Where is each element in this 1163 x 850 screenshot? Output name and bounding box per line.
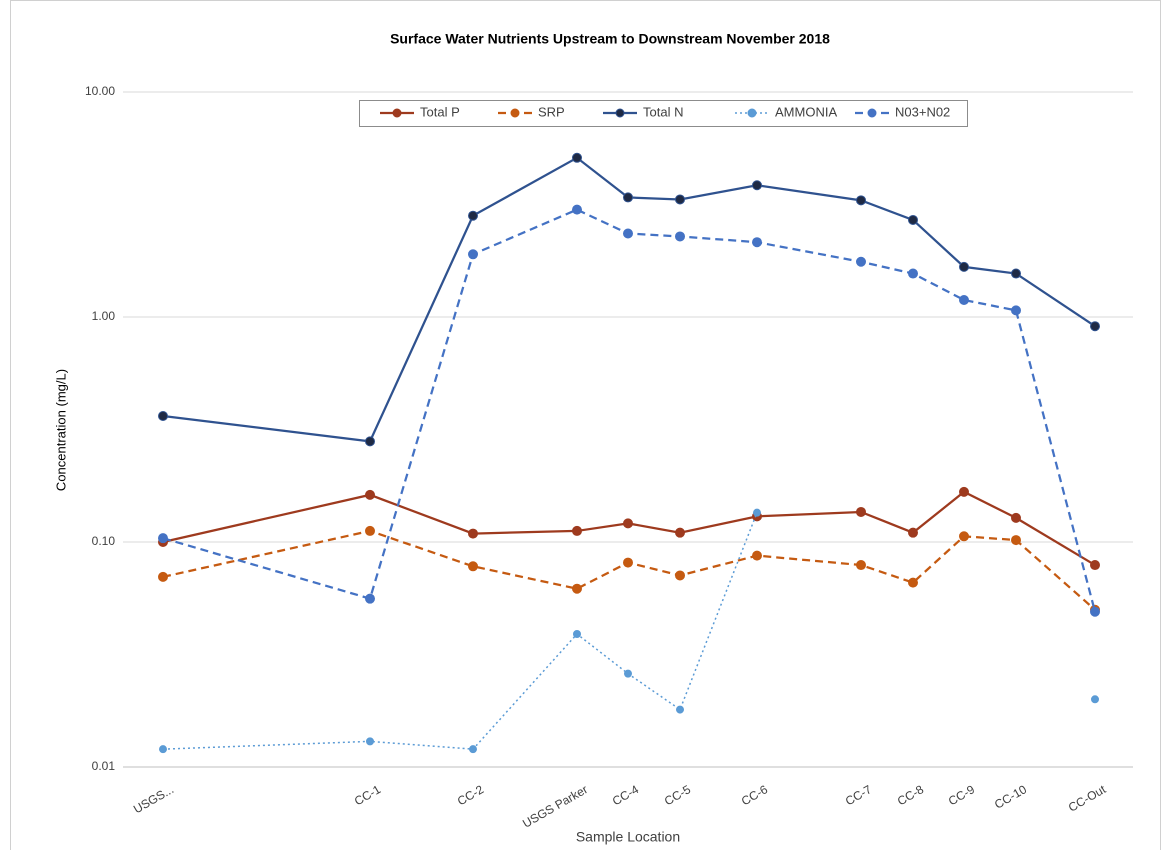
legend-marker [615,108,625,118]
data-point [959,531,969,542]
data-point [365,525,375,536]
y-tick-label: 10.00 [85,84,115,98]
data-point [572,204,582,215]
data-point [856,195,866,206]
data-point [856,506,866,517]
y-tick-label: 0.10 [92,534,116,548]
data-point [365,489,375,500]
data-point [158,571,168,582]
legend-marker [867,108,877,118]
y-tick-label: 1.00 [92,309,116,323]
data-point [572,583,582,594]
data-point [675,231,685,242]
data-point [908,214,918,225]
data-point [365,436,375,447]
legend-label: Total P [420,104,460,119]
legend-label: Total N [643,104,683,119]
data-point [908,268,918,279]
data-point [1090,606,1100,617]
data-point [1011,305,1021,316]
legend-label: AMMONIA [775,104,837,119]
data-point [908,527,918,538]
data-point [1090,560,1100,571]
data-point [675,194,685,205]
legend-label: SRP [538,104,565,119]
data-point [365,593,375,604]
data-point [366,737,374,746]
data-point [856,256,866,267]
data-point [1011,512,1021,523]
legend-marker [747,108,757,118]
data-point [468,528,478,539]
data-point [856,560,866,571]
legend-label: N03+N02 [895,104,950,119]
data-point [752,180,762,191]
data-point [752,550,762,561]
data-point [959,295,969,306]
data-point [1090,321,1100,332]
legend-marker [510,108,520,118]
series-line [162,208,1097,612]
chart-title: Surface Water Nutrients Upstream to Down… [390,31,830,47]
data-point [959,486,969,497]
y-tick-label: 0.01 [92,759,116,773]
data-point [675,527,685,538]
data-point [159,745,167,754]
legend-marker [392,108,402,118]
data-point [158,533,168,544]
data-point [624,669,632,678]
data-point [468,210,478,221]
y-axis-label: Concentration (mg/L) [53,369,68,491]
data-point [468,561,478,572]
data-point [573,630,581,639]
data-point [469,745,477,754]
data-point [908,577,918,588]
data-point [1011,268,1021,279]
data-point [623,557,633,568]
chart-frame [10,0,1161,850]
data-point [468,249,478,260]
data-point [623,228,633,239]
data-point [572,525,582,536]
data-point [572,152,582,163]
data-point [158,411,168,422]
x-axis-label: Sample Location [576,829,680,845]
data-point [753,508,761,517]
series-line [162,490,1096,566]
data-point [623,518,633,529]
data-point [752,237,762,248]
data-point [676,705,684,714]
series-line [162,156,1096,443]
data-point [623,192,633,203]
data-point [1011,535,1021,546]
data-point [959,261,969,272]
series-line [162,529,1096,611]
legend-box [359,100,968,127]
data-point [675,570,685,581]
data-point [1091,695,1099,704]
